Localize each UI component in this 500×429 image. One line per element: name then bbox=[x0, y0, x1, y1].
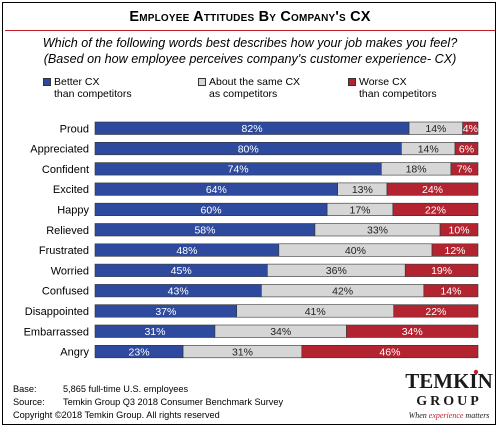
footer-base: Base: 5,865 full-time U.S. employees bbox=[13, 383, 283, 396]
footer-source: Source: Temkin Group Q3 2018 Consumer Ben… bbox=[13, 396, 283, 409]
data-label: 24% bbox=[422, 184, 443, 196]
data-label: 34% bbox=[270, 326, 291, 338]
data-label: 34% bbox=[402, 326, 423, 338]
data-label: 14% bbox=[418, 143, 439, 155]
title-divider bbox=[5, 30, 495, 31]
footer-source-label: Source: bbox=[13, 397, 45, 407]
logo-tagline-accent: experience bbox=[429, 411, 464, 420]
bar-segment bbox=[404, 263, 479, 277]
bar-segment bbox=[431, 243, 479, 257]
data-label: 31% bbox=[144, 326, 165, 338]
logo-wordmark-bottom: GROUP bbox=[416, 394, 482, 409]
data-label: 60% bbox=[201, 204, 222, 216]
data-label: 10% bbox=[449, 225, 470, 237]
data-label: 6% bbox=[459, 143, 474, 155]
chart-title: Employee Attitudes By Company's CX bbox=[129, 9, 371, 25]
data-label: 18% bbox=[406, 164, 427, 176]
category-label: Angry bbox=[60, 347, 89, 359]
chart-footer: Base: 5,865 full-time U.S. employees Sour… bbox=[13, 383, 283, 422]
logo-tagline-start: When bbox=[409, 411, 429, 420]
data-label: 22% bbox=[425, 204, 446, 216]
category-label: Relieved bbox=[46, 225, 89, 237]
legend-swatch-worse bbox=[348, 78, 356, 86]
footer-base-text: 5,865 full-time U.S. employees bbox=[63, 384, 189, 394]
footer-source-text: Temkin Group Q3 2018 Consumer Benchmark … bbox=[63, 397, 284, 407]
data-label: 40% bbox=[345, 245, 366, 257]
data-label: 17% bbox=[349, 204, 370, 216]
bar-segment bbox=[462, 121, 479, 135]
legend-swatch-better bbox=[43, 78, 51, 86]
legend-swatch-same bbox=[198, 78, 206, 86]
logo-tagline: When experience matters bbox=[409, 411, 490, 420]
data-label: 7% bbox=[457, 164, 472, 176]
bar-segment bbox=[454, 142, 479, 156]
data-label: 12% bbox=[445, 245, 466, 257]
bar-segment bbox=[450, 162, 479, 176]
data-label: 22% bbox=[425, 306, 446, 318]
logo-person-icon bbox=[473, 369, 479, 375]
chart-subtitle-line-2: (Based on how employee perceives company… bbox=[43, 52, 457, 66]
data-label: 23% bbox=[129, 346, 150, 358]
data-label: 41% bbox=[305, 306, 326, 318]
bar-segment bbox=[423, 284, 479, 298]
data-label: 42% bbox=[332, 285, 353, 297]
data-label: 14% bbox=[425, 123, 446, 135]
category-label: Worried bbox=[51, 265, 89, 277]
data-label: 80% bbox=[238, 143, 259, 155]
category-label: Appreciated bbox=[30, 144, 89, 156]
data-label: 74% bbox=[228, 164, 249, 176]
data-label: 46% bbox=[379, 346, 400, 358]
data-label: 45% bbox=[171, 265, 192, 277]
data-label: 36% bbox=[326, 265, 347, 277]
data-label: 33% bbox=[367, 225, 388, 237]
data-label: 14% bbox=[440, 285, 461, 297]
category-label: Happy bbox=[57, 204, 89, 216]
data-label: 19% bbox=[431, 265, 452, 277]
data-label: 58% bbox=[194, 225, 215, 237]
legend-label-same-line1: About the same CX bbox=[209, 76, 301, 88]
category-label: Proud bbox=[60, 123, 89, 135]
bar-segment bbox=[346, 324, 479, 338]
bar-segment bbox=[392, 202, 479, 216]
footer-copyright: Copyright ©2018 Temkin Group. All rights… bbox=[13, 410, 220, 420]
data-label: 43% bbox=[168, 285, 189, 297]
data-label: 13% bbox=[352, 184, 373, 196]
data-label: 4% bbox=[463, 123, 478, 135]
category-label: Excited bbox=[53, 184, 89, 196]
bar-segment bbox=[393, 304, 479, 318]
category-label: Confident bbox=[42, 164, 89, 176]
footer-base-label: Base: bbox=[13, 384, 37, 394]
data-label: 31% bbox=[232, 346, 253, 358]
data-label: 64% bbox=[206, 184, 227, 196]
category-label: Embarrassed bbox=[24, 326, 89, 338]
bar-segment bbox=[386, 182, 479, 196]
legend-label-better-line2: than competitors bbox=[54, 88, 132, 100]
category-label: Confused bbox=[42, 286, 89, 298]
data-label: 37% bbox=[155, 306, 176, 318]
stacked-bar-chart: Proud 82% 14% 4% Appreciated 80% 14% 6% Confiden… bbox=[24, 121, 479, 359]
logo-wordmark-top: TEMKIN bbox=[405, 369, 493, 393]
legend-label-same-line2: as competitors bbox=[209, 88, 278, 100]
legend-label-worse-line1: Worse CX bbox=[359, 76, 407, 88]
data-label: 82% bbox=[242, 123, 263, 135]
chart-subtitle-line-1: Which of the following words best descri… bbox=[42, 36, 458, 50]
chart-frame: Employee Attitudes By Company's CX Which… bbox=[2, 2, 496, 425]
temkin-group-logo: TEMKIN GROUP When experience matters bbox=[405, 369, 493, 420]
legend-label-worse-line2: than competitors bbox=[359, 88, 437, 100]
bar-segment bbox=[439, 223, 479, 237]
legend-label-better-line1: Better CX bbox=[54, 76, 100, 88]
bar-segment bbox=[301, 344, 479, 359]
data-label: 48% bbox=[176, 245, 197, 257]
logo-tagline-end: matters bbox=[463, 411, 489, 420]
category-label: Disappointed bbox=[25, 306, 89, 318]
category-label: Frustrated bbox=[39, 245, 89, 257]
